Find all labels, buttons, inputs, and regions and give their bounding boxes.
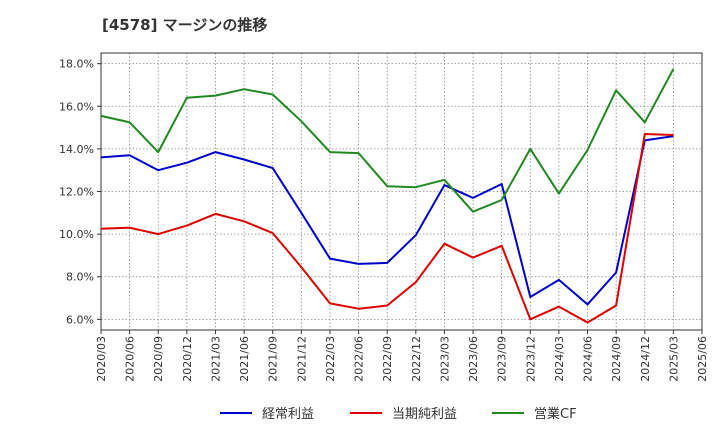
y-tick-label: 6.0%: [66, 313, 94, 326]
legend-label-3: 営業CF: [534, 406, 577, 422]
x-tick-label: 2023/03: [438, 336, 451, 382]
grid-layer: [101, 53, 702, 330]
x-tick-label: 2022/03: [324, 336, 337, 382]
y-axis: 6.0% 8.0% 10.0% 12.0% 14.0% 16.0% 18.0%: [59, 58, 101, 326]
x-tick-label: 2023/06: [467, 336, 480, 382]
series-line-2: [100, 133, 674, 324]
x-tick-label: 2020/03: [95, 336, 108, 382]
x-tick-label: 2021/06: [238, 336, 251, 382]
plot-frame: [100, 52, 703, 331]
x-tick-label: 2021/09: [267, 336, 280, 382]
x-tick-label: 2021/12: [295, 336, 308, 382]
y-tick-label: 16.0%: [59, 100, 94, 113]
y-tick-label: 8.0%: [66, 271, 94, 284]
x-tick-label: 2024/06: [582, 336, 595, 382]
x-tick-label: 2024/03: [553, 336, 566, 382]
series-line-1: [100, 135, 674, 306]
x-tick-label: 2025/06: [696, 336, 709, 382]
y-tick-label: 12.0%: [59, 186, 94, 199]
x-tick-label: 2023/12: [524, 336, 537, 382]
x-tick-label: 2020/12: [181, 336, 194, 382]
x-tick-label: 2022/06: [353, 336, 366, 382]
series-layer: [100, 68, 675, 324]
legend-label-2: 当期純利益: [392, 407, 457, 422]
x-tick-label: 2021/03: [209, 336, 222, 382]
x-axis: 2020/03 2020/06 2020/09 2020/12 2021/03 2021/…: [95, 330, 709, 382]
y-tick-label: 18.0%: [59, 58, 94, 71]
chart-title: [4578] マージンの推移: [102, 16, 268, 34]
x-tick-label: 2023/09: [496, 336, 509, 382]
x-tick-label: 2025/03: [667, 336, 680, 382]
series-line-3: [100, 68, 675, 213]
y-tick-label: 14.0%: [59, 143, 94, 156]
x-tick-label: 2024/12: [639, 336, 652, 382]
legend: 経常利益 当期純利益 営業CF: [220, 406, 577, 422]
x-tick-label: 2020/09: [152, 336, 165, 382]
x-tick-label: 2024/09: [610, 336, 623, 382]
y-tick-label: 10.0%: [59, 228, 94, 241]
x-tick-label: 2020/06: [124, 336, 137, 382]
x-tick-label: 2022/09: [381, 336, 394, 382]
legend-label-1: 経常利益: [262, 407, 314, 422]
x-tick-label: 2022/12: [410, 336, 423, 382]
